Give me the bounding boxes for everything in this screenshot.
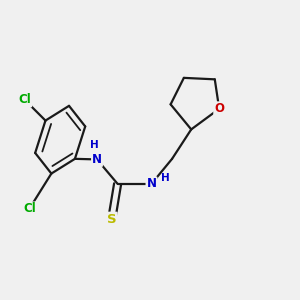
Text: Cl: Cl [19, 93, 31, 106]
Text: Cl: Cl [23, 202, 36, 215]
Text: H: H [161, 173, 170, 183]
Text: H: H [90, 140, 98, 150]
Text: S: S [107, 213, 116, 226]
Text: O: O [214, 102, 224, 115]
Text: N: N [92, 153, 102, 166]
Text: N: N [146, 177, 157, 190]
